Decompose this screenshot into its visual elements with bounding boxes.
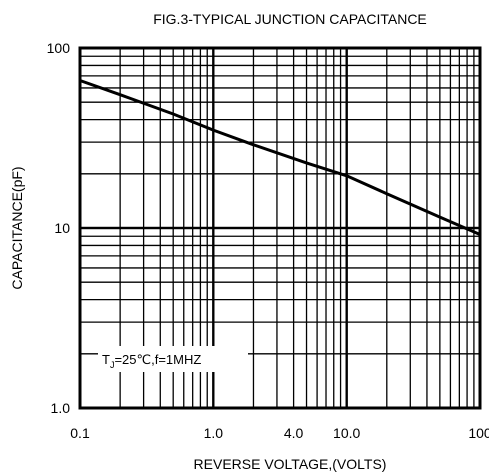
y-axis-label: CAPACITANCE(pF) xyxy=(9,166,25,289)
y-tick-labels: 1.0 10 100 xyxy=(47,40,71,416)
x-axis-label: REVERSE VOLTAGE,(VOLTS) xyxy=(194,456,387,472)
x-tick-label: 1.0 xyxy=(204,425,224,441)
chart-title: FIG.3-TYPICAL JUNCTION CAPACITANCE xyxy=(153,11,427,27)
y-tick-label: 10 xyxy=(54,220,70,236)
x-tick-labels: 0.1 1.0 4.0 10.0 100 xyxy=(70,425,489,441)
plot-frame xyxy=(78,46,482,410)
x-tick-label: 0.1 xyxy=(70,425,90,441)
annotation-subscript: J xyxy=(110,360,115,370)
annotation-background xyxy=(98,346,248,372)
annotation-base: T xyxy=(102,352,110,367)
annotation-rest: =25℃,f=1MHZ xyxy=(114,352,201,367)
y-tick-label: 100 xyxy=(47,40,71,56)
y-tick-label: 1.0 xyxy=(51,400,71,416)
x-tick-label: 100 xyxy=(468,425,489,441)
x-tick-label: 10.0 xyxy=(333,425,360,441)
x-tick-label: 4.0 xyxy=(284,425,304,441)
series-line xyxy=(79,79,481,236)
test-condition-annotation: TJ=25℃,f=1MHZ xyxy=(102,352,201,370)
